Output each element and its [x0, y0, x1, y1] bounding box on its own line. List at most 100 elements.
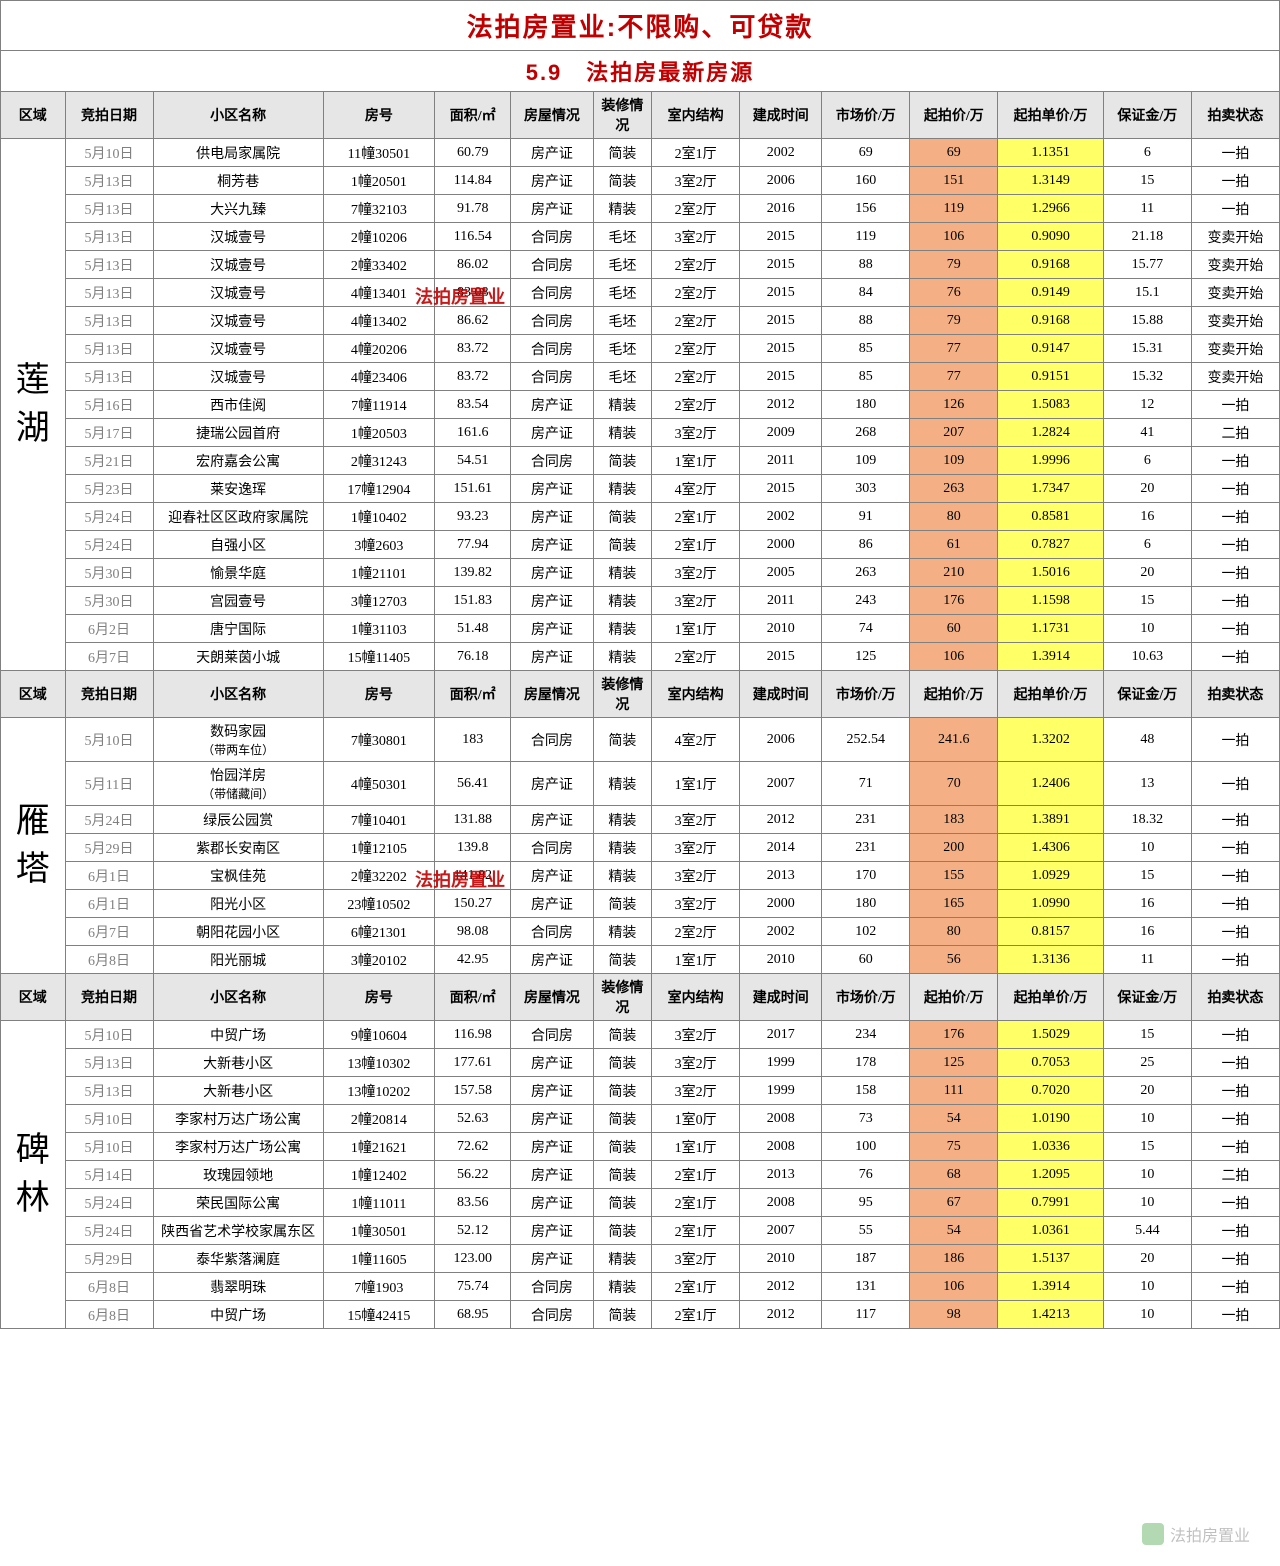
table-cell: 3室2厅	[652, 167, 740, 195]
region-cell: 莲湖	[1, 139, 66, 671]
table-cell: 李家村万达广场公寓	[153, 1133, 323, 1161]
table-cell: 合同房	[511, 1273, 593, 1301]
table-cell: 毛坯	[593, 279, 652, 307]
table-row: 5月13日汉城壹号4幢1340183.08法拍房置业合同房毛坯2室2厅20158…	[1, 279, 1280, 307]
table-cell: 数码家园（带两车位）	[153, 718, 323, 762]
table-cell: 3室2厅	[652, 1021, 740, 1049]
table-cell: 合同房	[511, 834, 593, 862]
header-cell: 小区名称	[153, 974, 323, 1021]
table-cell: 变卖开始	[1191, 251, 1279, 279]
table-cell: 6月8日	[65, 1301, 153, 1329]
table-cell: 77	[910, 363, 998, 391]
table-cell: 0.9149	[998, 279, 1104, 307]
table-cell: 15.32	[1103, 363, 1191, 391]
table-cell: 0.9090	[998, 223, 1104, 251]
header-cell: 室内结构	[652, 92, 740, 139]
table-cell: 毛坯	[593, 335, 652, 363]
table-cell: 6	[1103, 531, 1191, 559]
table-cell: 5月24日	[65, 531, 153, 559]
header-cell: 市场价/万	[822, 671, 910, 718]
table-cell: 73	[822, 1105, 910, 1133]
table-cell: 54	[910, 1105, 998, 1133]
table-cell: 简装	[593, 1133, 652, 1161]
table-cell: 2室1厅	[652, 1161, 740, 1189]
table-cell: 98.08	[435, 918, 511, 946]
table-cell: 1.3914	[998, 643, 1104, 671]
table-cell: 2幢20814	[323, 1105, 434, 1133]
header-cell: 竞拍日期	[65, 974, 153, 1021]
table-cell: 119	[910, 195, 998, 223]
table-cell: 10	[1103, 615, 1191, 643]
table-cell: 1室1厅	[652, 1133, 740, 1161]
table-cell: 125	[822, 643, 910, 671]
table-row: 5月13日大新巷小区13幢10302177.61房产证简装3室2厅1999178…	[1, 1049, 1280, 1077]
table-cell: 简装	[593, 1049, 652, 1077]
table-cell: 131.88	[435, 806, 511, 834]
table-row: 6月1日阳光小区23幢10502150.27房产证简装3室2厅200018016…	[1, 890, 1280, 918]
table-cell: 房产证	[511, 503, 593, 531]
table-cell: 1999	[740, 1049, 822, 1077]
table-cell: 52.12	[435, 1217, 511, 1245]
table-cell: 5月13日	[65, 1049, 153, 1077]
table-cell: 151.61	[435, 475, 511, 503]
table-cell: 简装	[593, 1021, 652, 1049]
region-cell: 碑林	[1, 1021, 66, 1329]
table-cell: 精装	[593, 643, 652, 671]
table-cell: 一拍	[1191, 862, 1279, 890]
header-cell: 区域	[1, 92, 66, 139]
table-cell: 2013	[740, 862, 822, 890]
table-cell: 1室1厅	[652, 447, 740, 475]
header-cell: 装修情况	[593, 671, 652, 718]
header-row: 区域竞拍日期小区名称房号面积/㎡房屋情况装修情况室内结构建成时间市场价/万起拍价…	[1, 92, 1280, 139]
table-cell: 52.63	[435, 1105, 511, 1133]
table-cell: 二拍	[1191, 1161, 1279, 1189]
table-cell: 5月24日	[65, 503, 153, 531]
table-cell: 1.0929	[998, 862, 1104, 890]
table-row: 5月24日荣民国际公寓1幢1101183.56房产证简装2室1厅20089567…	[1, 1189, 1280, 1217]
table-cell: 5月13日	[65, 335, 153, 363]
table-cell: 0.9151	[998, 363, 1104, 391]
table-cell: 宝枫佳苑	[153, 862, 323, 890]
table-cell: 67	[910, 1189, 998, 1217]
table-cell: 简装	[593, 447, 652, 475]
table-cell: 176	[910, 587, 998, 615]
table-cell: 房产证	[511, 643, 593, 671]
header-cell: 拍卖状态	[1191, 974, 1279, 1021]
table-cell: 1室1厅	[652, 615, 740, 643]
table-cell: 77.94	[435, 531, 511, 559]
table-cell: 111	[910, 1077, 998, 1105]
table-cell: 简装	[593, 1301, 652, 1329]
table-cell: 6月8日	[65, 946, 153, 974]
table-cell: 6	[1103, 447, 1191, 475]
table-cell: 3室2厅	[652, 1245, 740, 1273]
table-cell: 精装	[593, 587, 652, 615]
table-cell: 5月13日	[65, 1077, 153, 1105]
table-cell: 5月30日	[65, 587, 153, 615]
table-cell: 83.56	[435, 1189, 511, 1217]
table-cell: 房产证	[511, 615, 593, 643]
table-cell: 一拍	[1191, 718, 1279, 762]
main-title: 法拍房置业:不限购、可贷款	[1, 1, 1280, 51]
table-cell: 房产证	[511, 1189, 593, 1217]
table-cell: 2室1厅	[652, 139, 740, 167]
table-row: 5月10日李家村万达广场公寓1幢2162172.62房产证简装1室1厅20081…	[1, 1133, 1280, 1161]
table-cell: 13幢10302	[323, 1049, 434, 1077]
table-cell: 2000	[740, 531, 822, 559]
table-row: 碑林5月10日中贸广场9幢10604116.98合同房简装3室2厅2017234…	[1, 1021, 1280, 1049]
table-cell: 91.78	[435, 195, 511, 223]
table-cell: 简装	[593, 1105, 652, 1133]
table-cell: 简装	[593, 1217, 652, 1245]
table-cell: 157.58	[435, 1077, 511, 1105]
table-cell: 毛坯	[593, 251, 652, 279]
table-cell: 紫郡长安南区	[153, 834, 323, 862]
table-row: 5月23日莱安逸珲17幢12904151.61房产证精装4室2厅20153032…	[1, 475, 1280, 503]
table-row: 5月13日汉城壹号4幢2340683.72合同房毛坯2室2厅201585770.…	[1, 363, 1280, 391]
header-cell: 起拍价/万	[910, 974, 998, 1021]
table-cell: 7幢1903	[323, 1273, 434, 1301]
table-cell: 4幢23406	[323, 363, 434, 391]
table-cell: 精装	[593, 475, 652, 503]
table-cell: 5月11日	[65, 762, 153, 806]
table-cell: 1.5137	[998, 1245, 1104, 1273]
table-cell: 毛坯	[593, 363, 652, 391]
table-cell: 2室1厅	[652, 1273, 740, 1301]
